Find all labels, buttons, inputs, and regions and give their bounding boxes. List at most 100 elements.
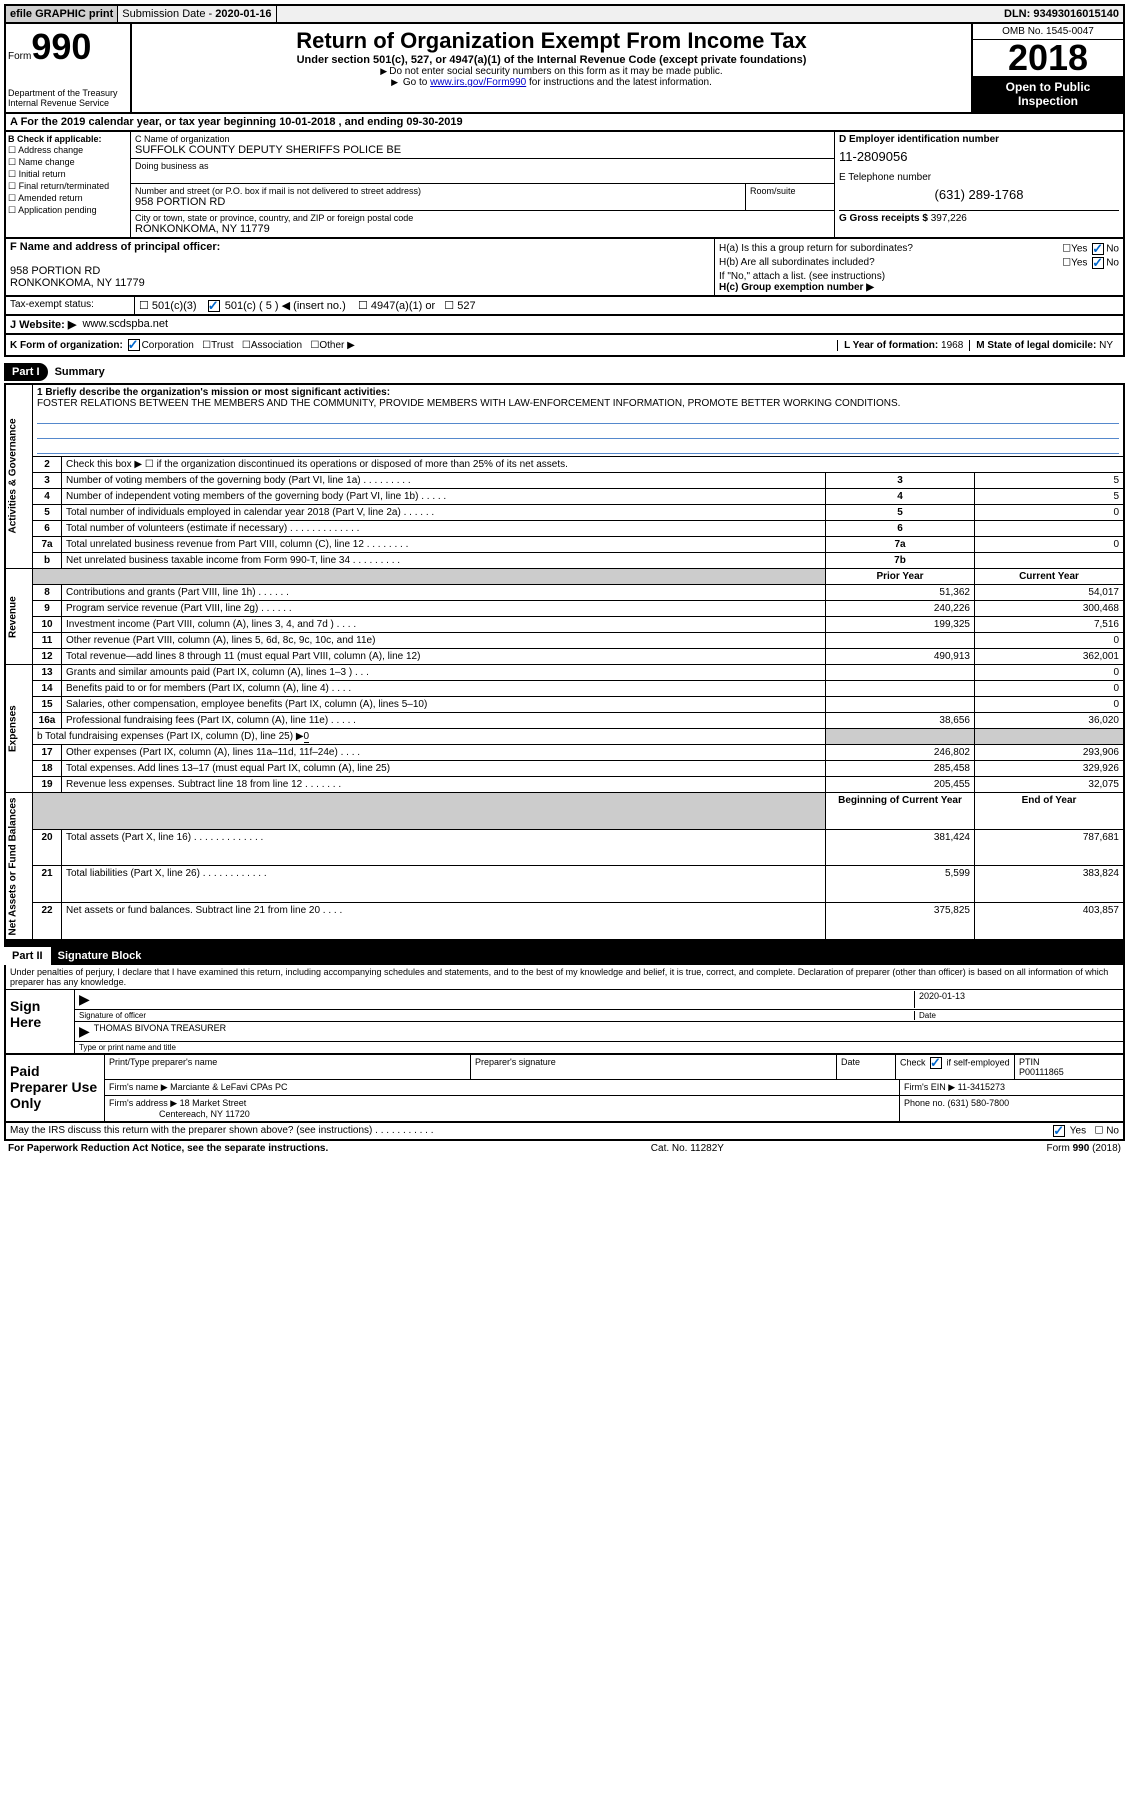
gross-receipts: G Gross receipts $ 397,226: [839, 210, 1119, 224]
room-suite: Room/suite: [746, 184, 834, 210]
hb-label: H(b) Are all subordinates included?: [719, 257, 875, 269]
501c-check[interactable]: [208, 300, 220, 312]
chk-amended[interactable]: ☐ Amended return: [8, 193, 128, 204]
line4-val: 5: [975, 489, 1125, 505]
exp-label: Expenses: [5, 665, 33, 793]
addr-label: Number and street (or P.O. box if mail i…: [135, 186, 741, 196]
sig-officer-label: Signature of officer: [79, 1011, 914, 1020]
current-year-header: Current Year: [975, 569, 1125, 585]
name-title-label: Type or print name and title: [79, 1043, 176, 1052]
part2-badge: Part II: [4, 947, 51, 965]
mission-cell: 1 Briefly describe the organization's mi…: [33, 384, 1125, 457]
hc-label: H(c) Group exemption number ▶: [719, 282, 1119, 293]
line7a-val: 0: [975, 537, 1125, 553]
footer-center: Cat. No. 11282Y: [651, 1143, 724, 1154]
end-year-header: End of Year: [975, 793, 1125, 830]
exp-row: 14Benefits paid to or for members (Part …: [5, 681, 1124, 697]
irs-link[interactable]: www.irs.gov/Form990: [430, 77, 526, 88]
signature-section: Under penalties of perjury, I declare th…: [4, 965, 1125, 1055]
date-label: Date: [914, 1011, 1119, 1020]
line6-val: [975, 521, 1125, 537]
row-a-period: A For the 2019 calendar year, or tax yea…: [4, 114, 1125, 132]
rev-row: 8Contributions and grants (Part VIII, li…: [5, 585, 1124, 601]
footer-right: Form 990 (2018): [1047, 1143, 1121, 1154]
rev-row: 12Total revenue—add lines 8 through 11 (…: [5, 649, 1124, 665]
row-k: K Form of organization: Corporation ☐ Tr…: [4, 335, 1125, 357]
form-subtitle: Under section 501(c), 527, or 4947(a)(1)…: [136, 54, 967, 66]
line7a-desc: Total unrelated business revenue from Pa…: [62, 537, 826, 553]
ha-label: H(a) Is this a group return for subordin…: [719, 243, 913, 255]
part2-title: Signature Block: [58, 950, 142, 962]
exp-row: 18Total expenses. Add lines 13–17 (must …: [5, 761, 1124, 777]
col-d-ein-phone: D Employer identification number 11-2809…: [835, 132, 1123, 237]
header-left: Form 990 Department of the TreasuryInter…: [6, 24, 132, 112]
ein-value: 11-2809056: [839, 149, 1119, 164]
line2: Check this box ▶ ☐ if the organization d…: [62, 457, 1125, 473]
submission-date: Submission Date - 2020-01-16: [118, 6, 276, 22]
tax-exempt-row: Tax-exempt status: ☐ 501(c)(3) 501(c) ( …: [4, 297, 1125, 316]
line6-desc: Total number of volunteers (estimate if …: [62, 521, 826, 537]
firm-name: Firm's name ▶ Marciante & LeFavi CPAs PC: [105, 1080, 900, 1095]
dln: DLN: 93493016015140: [1000, 6, 1123, 22]
ein-label: D Employer identification number: [839, 134, 999, 145]
chk-initial-return[interactable]: ☐ Initial return: [8, 169, 128, 180]
corp-check[interactable]: [128, 339, 140, 351]
section-f-h: F Name and address of principal officer:…: [4, 239, 1125, 297]
dept-treasury: Department of the TreasuryInternal Reven…: [8, 88, 128, 108]
firm-address: Firm's address ▶ 18 Market Street Center…: [105, 1096, 900, 1121]
firm-phone: Phone no. (631) 580-7800: [900, 1096, 1123, 1121]
paid-preparer-label: Paid Preparer Use Only: [6, 1055, 105, 1121]
sign-here-label: Sign Here: [6, 990, 75, 1053]
principal-officer: F Name and address of principal officer:…: [6, 239, 715, 295]
form-header: Form 990 Department of the TreasuryInter…: [4, 24, 1125, 114]
perjury-statement: Under penalties of perjury, I declare th…: [6, 965, 1123, 990]
line7b-val: [975, 553, 1125, 569]
paid-preparer-section: Paid Preparer Use Only Print/Type prepar…: [4, 1055, 1125, 1123]
part1-title: Summary: [55, 366, 105, 378]
line3-desc: Number of voting members of the governin…: [62, 473, 826, 489]
city-state-zip: RONKONKOMA, NY 11779: [135, 223, 830, 235]
discuss-question: May the IRS discuss this return with the…: [10, 1125, 434, 1137]
group-return: H(a) Is this a group return for subordin…: [715, 239, 1123, 295]
net-row: 21Total liabilities (Part X, line 26) . …: [5, 866, 1124, 903]
gov-label: Activities & Governance: [5, 384, 33, 569]
dba-label: Doing business as: [135, 161, 830, 171]
tax-year: 2018: [973, 40, 1123, 76]
header-right: OMB No. 1545-0047 2018 Open to PublicIns…: [973, 24, 1123, 112]
col-b-checkboxes: B Check if applicable: ☐ Address change …: [6, 132, 131, 237]
preparer-date-col: Date: [837, 1055, 896, 1079]
net-row: 22Net assets or fund balances. Subtract …: [5, 902, 1124, 940]
begin-year-header: Beginning of Current Year: [826, 793, 975, 830]
year-formation: L Year of formation: 1968: [837, 340, 969, 351]
firm-ein: Firm's EIN ▶ 11-3415273: [900, 1080, 1123, 1095]
state-domicile: M State of legal domicile: NY: [969, 340, 1119, 351]
line4-desc: Number of independent voting members of …: [62, 489, 826, 505]
line7b-desc: Net unrelated business taxable income fr…: [62, 553, 826, 569]
chk-pending[interactable]: ☐ Application pending: [8, 205, 128, 216]
footer: For Paperwork Reduction Act Notice, see …: [4, 1141, 1125, 1156]
section-b: B Check if applicable: ☐ Address change …: [4, 132, 1125, 239]
phone-value: (631) 289-1768: [839, 187, 1119, 202]
prior-year-header: Prior Year: [826, 569, 975, 585]
chk-name-change[interactable]: ☐ Name change: [8, 157, 128, 168]
org-name-label: C Name of organization: [135, 134, 830, 144]
chk-final-return[interactable]: ☐ Final return/terminated: [8, 181, 128, 192]
exp-row: 16aProfessional fundraising fees (Part I…: [5, 713, 1124, 729]
line5-val: 0: [975, 505, 1125, 521]
line16b-desc: b Total fundraising expenses (Part IX, c…: [33, 729, 826, 745]
efile-btn[interactable]: efile GRAPHIC print: [6, 6, 118, 22]
exp-row: 15Salaries, other compensation, employee…: [5, 697, 1124, 713]
discuss-yes[interactable]: [1053, 1125, 1065, 1137]
line16b: b Total fundraising expenses (Part IX, c…: [5, 729, 1124, 745]
net-label: Net Assets or Fund Balances: [5, 793, 33, 941]
summary-table: Activities & Governance 1 Briefly descri…: [4, 383, 1125, 941]
self-employed-check: Check if self-employed: [896, 1055, 1015, 1079]
header-center: Return of Organization Exempt From Incom…: [132, 24, 973, 112]
exp-row: 17Other expenses (Part IX, column (A), l…: [5, 745, 1124, 761]
org-name: SUFFOLK COUNTY DEPUTY SHERIFFS POLICE BE: [135, 144, 830, 156]
website-value: www.scdspba.net: [82, 318, 168, 331]
hb-no-check[interactable]: [1092, 257, 1104, 269]
chk-address-change[interactable]: ☐ Address change: [8, 145, 128, 156]
open-public-badge: Open to PublicInspection: [973, 76, 1123, 112]
ha-no-check[interactable]: [1092, 243, 1104, 255]
